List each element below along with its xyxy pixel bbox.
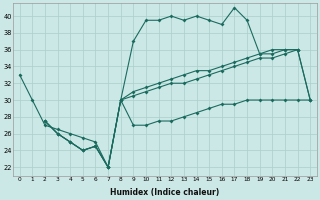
X-axis label: Humidex (Indice chaleur): Humidex (Indice chaleur) [110, 188, 220, 197]
